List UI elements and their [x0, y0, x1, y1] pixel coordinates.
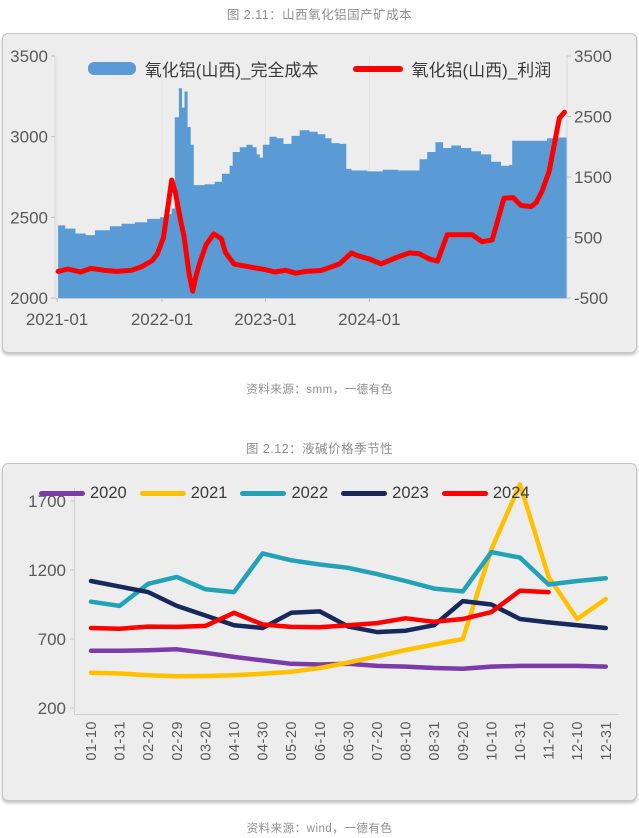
legend-item-氧化铝(山西)_完全成本: 氧化铝(山西)_完全成本 [87, 56, 319, 81]
series-line-2024 [88, 588, 551, 631]
profit-line-series [55, 109, 567, 294]
series-line-2022 [88, 549, 609, 609]
series-line-2021 [88, 482, 609, 679]
line-legend-swatch [240, 491, 287, 496]
x-axis-tick-label: 01-10 [84, 721, 100, 761]
right-axis-tick-label: 2500 [574, 108, 612, 127]
y-axis-tick-label: 200 [38, 699, 66, 718]
left-axis-tick-label: 2000 [10, 289, 48, 308]
alumina-cost-profit-chart: 3500 3000 2500 2000 3500 2500 1500 500 -500 2021-… [10, 47, 612, 329]
figure1-legend: 氧化铝(山西)_完全成本 氧化铝(山西)_利润 [3, 56, 636, 81]
x-axis-tick-label: 12-10 [570, 721, 586, 761]
figure1-source: 资料来源：smm，一德有色 [246, 384, 393, 396]
figure2-source: 资料来源：wind，一德有色 [246, 823, 393, 835]
legend-item-2023: 2023 [341, 484, 429, 503]
left-axis-tick-label: 2500 [10, 208, 48, 227]
x-axis-tick-label: 09-20 [456, 721, 472, 761]
legend-item-氧化铝(山西)_利润: 氧化铝(山西)_利润 [352, 56, 552, 81]
legend-item-2024: 2024 [441, 484, 530, 503]
legend-label: 氧化铝(山西)_利润 [411, 61, 552, 80]
figure2-chart-panel: 1700 1200 700 200 01-10 01-31 02-20 02-29 03-20 0… [2, 463, 637, 801]
legend-item-2022: 2022 [240, 484, 328, 503]
legend-label: 2024 [492, 484, 530, 502]
x-axis-tick-label: 02-29 [170, 721, 186, 761]
x-axis-tick-label: 06-10 [313, 721, 329, 761]
line-legend-swatch [341, 491, 388, 496]
figure2-title: 图 2.12：液碱价格季节性 [245, 442, 394, 456]
x-axis-tick-label: 03-20 [198, 721, 214, 761]
x-axis-tick-label: 10-10 [484, 721, 500, 761]
cost-area-series [58, 88, 567, 298]
right-axis-tick-label: 3500 [574, 47, 612, 66]
caustic-soda-seasonality-chart: 1700 1200 700 200 01-10 01-31 02-20 02-29 03-20 0… [28, 482, 619, 761]
legend-item-2021: 2021 [139, 484, 228, 503]
x-axis-tick-label: 2021-01 [26, 310, 88, 329]
left-axis-tick-label: 3500 [10, 47, 48, 66]
x-axis-tick-label: 2024-01 [338, 310, 400, 329]
y-axis-tick-label: 1200 [28, 561, 66, 580]
x-axis-tick-label: 04-10 [227, 721, 243, 761]
legend-label: 2022 [291, 484, 329, 502]
x-axis-tick-label: 04-30 [256, 721, 272, 761]
x-axis-tick-label: 10-31 [513, 721, 529, 761]
y-axis-tick-label: 1700 [28, 492, 66, 511]
figure1-title: 图 2.11：山西氧化铝国产矿成本 [226, 8, 413, 22]
legend-label: 氧化铝(山西)_完全成本 [144, 61, 319, 80]
x-axis-tick-label: 2022-01 [131, 310, 193, 329]
x-axis-tick-label: 02-20 [141, 721, 157, 761]
area-legend-swatch [87, 62, 136, 75]
x-axis-tick-label: 05-20 [284, 721, 300, 761]
line-legend-swatch [352, 65, 403, 72]
figure1-chart-panel: 3500 3000 2500 2000 3500 2500 1500 500 -500 2021-… [2, 33, 637, 353]
x-axis-tick-label: 07-20 [370, 721, 386, 761]
right-axis-tick-label: 1500 [574, 168, 612, 187]
x-axis-tick-label: 06-30 [341, 721, 357, 761]
x-axis-tick-label: 08-10 [399, 721, 415, 761]
legend-item-2020: 2020 [39, 484, 127, 503]
left-axis-tick-label: 3000 [10, 128, 48, 147]
y-axis-tick-label: 700 [38, 630, 66, 649]
line-legend-swatch [139, 491, 186, 496]
legend-label: 2023 [392, 484, 429, 502]
line-legend-swatch [39, 491, 85, 496]
x-axis-tick-label: 2023-01 [234, 310, 296, 329]
x-axis-tick-label: 11-20 [542, 721, 558, 760]
right-axis-tick-label: 500 [574, 229, 602, 248]
series-line-2020 [88, 647, 609, 671]
legend-label: 2021 [190, 484, 228, 502]
x-axis-tick-label: 12-31 [599, 721, 615, 761]
x-axis-tick-label: 08-31 [427, 721, 443, 761]
right-axis-tick-label: -500 [574, 289, 608, 308]
line-legend-swatch [441, 491, 488, 496]
figure2-legend: 2020 2021 2022 2023 2024 [39, 484, 530, 503]
x-axis-tick-label: 01-31 [113, 721, 129, 761]
legend-label: 2020 [90, 484, 127, 502]
